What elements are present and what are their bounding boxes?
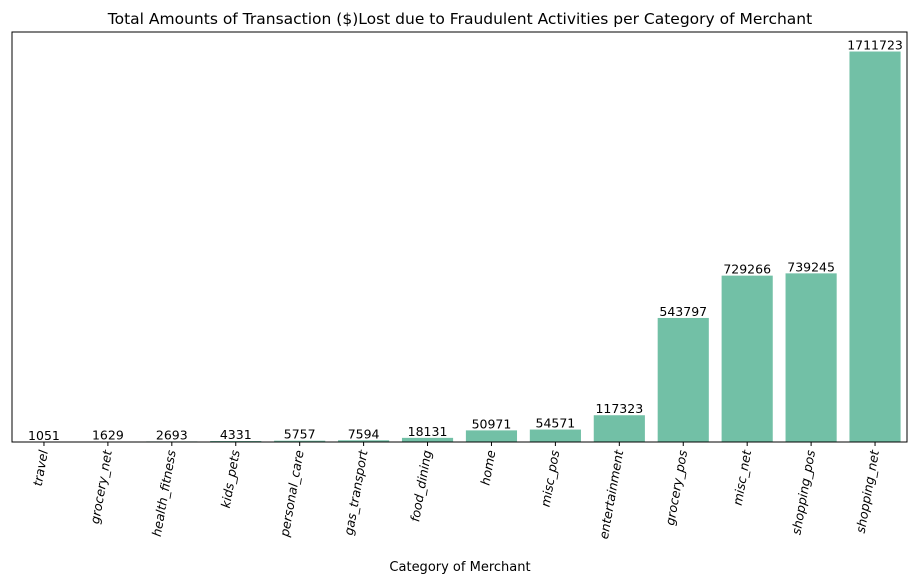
bar-grocery_pos xyxy=(657,317,709,442)
x-tick-label-home: home xyxy=(477,449,498,487)
data-label-home: 50971 xyxy=(472,416,512,431)
data-label-health_fitness: 2693 xyxy=(156,427,188,442)
x-tick-label-gas_transport: gas_transport xyxy=(341,448,371,536)
chart-title: Total Amounts of Transaction ($)Lost due… xyxy=(107,10,812,28)
data-label-shopping_pos: 739245 xyxy=(787,259,835,274)
bar-misc_net xyxy=(721,275,773,442)
x-tick-label-grocery_pos: grocery_pos xyxy=(662,448,690,526)
bar-food_dining xyxy=(401,437,454,442)
x-tick-label-misc_net: misc_net xyxy=(730,448,755,507)
data-label-gas_transport: 7594 xyxy=(348,426,380,441)
bar-personal_care xyxy=(274,440,326,442)
x-tick-label-shopping_net: shopping_net xyxy=(853,448,883,534)
x-tick-label-shopping_pos: shopping_pos xyxy=(788,448,818,535)
x-tick-label-personal_care: personal_care xyxy=(276,449,306,539)
bars-layer xyxy=(18,51,901,443)
plot-frame xyxy=(11,31,908,443)
bar-gas_transport xyxy=(338,440,390,442)
bar-shopping_net xyxy=(849,51,901,443)
x-tick-label-entertainment: entertainment xyxy=(596,448,627,540)
x-tick-label-health_fitness: health_fitness xyxy=(149,448,179,537)
data-label-personal_care: 5757 xyxy=(284,427,316,442)
data-label-shopping_net: 1711723 xyxy=(847,38,903,53)
data-label-travel: 1051 xyxy=(28,428,60,443)
bar-home xyxy=(465,430,518,442)
bar-shopping_pos xyxy=(785,273,837,442)
data-label-entertainment: 117323 xyxy=(595,401,643,416)
data-label-grocery_net: 1629 xyxy=(92,428,124,443)
data-label-kids_pets: 4331 xyxy=(220,427,252,442)
x-tick-label-kids_pets: kids_pets xyxy=(218,448,243,509)
x-axis-label: Category of Merchant xyxy=(389,560,530,575)
x-ticks-layer: travel grocery_net health_fitness kids_pets… xyxy=(30,442,882,540)
data-label-misc_pos: 54571 xyxy=(536,416,576,431)
bar-misc_pos xyxy=(529,429,581,442)
data-label-grocery_pos: 543797 xyxy=(659,304,707,319)
data-label-misc_net: 729266 xyxy=(723,262,771,277)
x-tick-label-grocery_net: grocery_net xyxy=(87,448,115,525)
data-labels-layer: 1051 1629 2693 4331 5757 7594 18131 50971 54571 1… xyxy=(28,38,903,443)
data-label-food_dining: 18131 xyxy=(408,424,448,439)
x-tick-label-travel: travel xyxy=(30,448,51,487)
x-tick-label-misc_pos: misc_pos xyxy=(538,448,563,508)
x-tick-label-food_dining: food_dining xyxy=(407,449,434,523)
bar-entertainment xyxy=(593,415,645,442)
